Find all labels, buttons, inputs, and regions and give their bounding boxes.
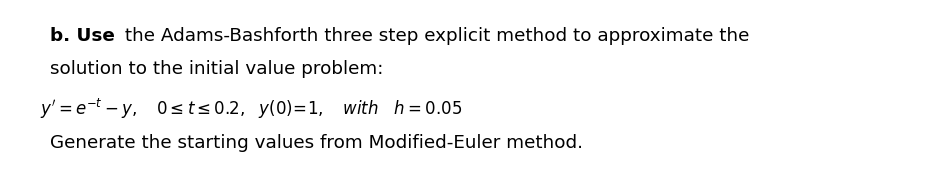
Text: the Adams-Bashforth three step explicit method to approximate the: the Adams-Bashforth three step explicit …	[119, 27, 749, 45]
Text: $y' = e^{-t} - y, \quad 0 \leq t \leq 0.2,\ \ y(0)\!=\!1, \quad \mathit{with} \q: $y' = e^{-t} - y, \quad 0 \leq t \leq 0.…	[40, 97, 463, 121]
Text: b. Use: b. Use	[50, 27, 115, 45]
Text: solution to the initial value problem:: solution to the initial value problem:	[50, 60, 383, 78]
Text: Generate the starting values from Modified-Euler method.: Generate the starting values from Modifi…	[50, 134, 583, 152]
